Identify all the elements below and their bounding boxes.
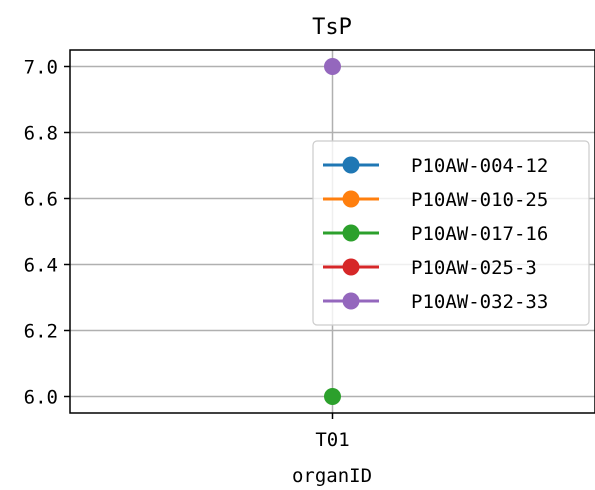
legend-label: P10AW-025-3 [411, 257, 537, 279]
y-tick-label: 6.4 [24, 255, 58, 277]
legend-marker [342, 156, 360, 174]
legend-marker [342, 292, 360, 310]
chart-title: TsP [312, 15, 352, 40]
legend-label: P10AW-004-12 [411, 155, 548, 177]
ticks-layer: 6.0 6.2 6.4 6.6 6.8 7.0 T01 [24, 57, 350, 452]
x-tick-label: T01 [315, 429, 349, 451]
data-point [324, 388, 341, 405]
legend-box [312, 140, 590, 326]
data-point [324, 58, 341, 75]
legend-label: P10AW-010-25 [411, 189, 548, 211]
x-axis-label: organID [292, 465, 372, 487]
marks-layer [324, 58, 341, 405]
y-tick-label: 6.2 [24, 321, 58, 343]
y-tick-label: 7.0 [24, 57, 58, 79]
y-tick-label: 6.6 [24, 189, 58, 211]
legend-label: P10AW-032-33 [411, 291, 548, 313]
legend-marker [342, 258, 360, 276]
legend-marker [342, 190, 360, 208]
y-tick-label: 6.0 [24, 387, 58, 409]
legend-marker [342, 224, 360, 242]
legend-label: P10AW-017-16 [411, 223, 548, 245]
legend: P10AW-004-12 P10AW-010-25 P10AW-017-16 P10A… [312, 140, 590, 326]
y-tick-label: 6.8 [24, 123, 58, 145]
